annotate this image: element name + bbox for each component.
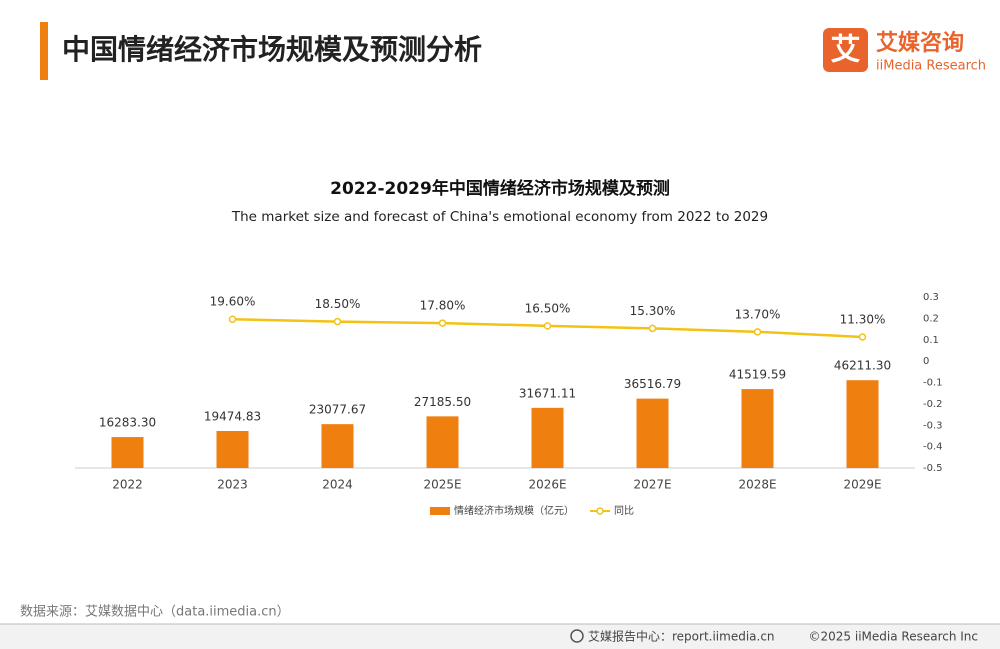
line-value-label: 13.70% — [735, 307, 781, 321]
bar — [636, 398, 669, 468]
line-value-label: 17.80% — [420, 299, 466, 313]
x-tick-label: 2028E — [738, 478, 776, 492]
line-value-label: 16.50% — [525, 301, 571, 315]
y2-tick-label: 0.3 — [923, 292, 939, 303]
bar — [846, 380, 879, 468]
y2-tick-label: -0.1 — [923, 378, 943, 389]
legend-swatch — [430, 507, 450, 515]
footer-copyright: ©2025 iiMedia Research Inc — [809, 630, 978, 644]
y2-tick-label: -0.2 — [923, 399, 943, 410]
logo-subname: iiMedia Research — [876, 59, 986, 74]
line-point — [753, 328, 762, 336]
line-value-label: 15.30% — [630, 304, 676, 318]
logo-name: 艾媒咨询 — [876, 30, 964, 56]
bar-value-label: 19474.83 — [204, 409, 261, 423]
line-point — [543, 322, 552, 330]
logo-mark: 艾 — [831, 33, 861, 68]
legend-label: 同比 — [614, 505, 634, 517]
line-point — [228, 315, 237, 323]
x-tick-label: 2023 — [217, 478, 248, 492]
x-tick-label: 2029E — [843, 478, 881, 492]
y2-tick-label: -0.3 — [923, 420, 943, 431]
title-accent — [40, 22, 48, 80]
bar — [216, 430, 249, 468]
x-tick-label: 2026E — [528, 478, 566, 492]
footer-report-center: 艾媒报告中心：report.iimedia.cn — [588, 629, 775, 644]
bar — [531, 407, 564, 468]
line-value-label: 11.30% — [840, 312, 886, 326]
y2-tick-label: -0.4 — [923, 442, 943, 453]
bar-value-label: 31671.11 — [519, 386, 576, 400]
bar-value-label: 36516.79 — [624, 377, 681, 391]
x-tick-label: 2024 — [322, 478, 353, 492]
line-point — [438, 319, 447, 327]
legend-label: 情绪经济市场规模（亿元） — [454, 504, 574, 517]
line-point — [333, 317, 342, 326]
legend-swatch-point — [596, 507, 604, 515]
bar — [741, 389, 774, 468]
line-value-label: 19.60% — [210, 295, 256, 309]
y2-tick-label: 0 — [923, 356, 929, 367]
y2-tick-label: 0.1 — [923, 335, 939, 346]
source: 数据来源：艾媒数据中心（data.iimedia.cn） — [20, 605, 290, 620]
page-title: 中国情绪经济市场规模及预测分析 — [62, 33, 482, 66]
chart-subtitle: The market size and forecast of China's … — [231, 209, 768, 225]
x-tick-label: 2027E — [633, 478, 671, 492]
bar — [426, 416, 459, 468]
line-point — [648, 324, 657, 333]
chart-title: 2022-2029年中国情绪经济市场规模及预测 — [330, 178, 670, 199]
logo-icon — [823, 28, 868, 72]
bar — [321, 424, 354, 468]
x-tick-label: 2022 — [112, 478, 143, 492]
bar — [111, 437, 144, 468]
x-tick-label: 2025E — [423, 478, 461, 492]
y2-tick-label: -0.5 — [923, 463, 943, 474]
bar-value-label: 27185.50 — [414, 395, 471, 409]
line-value-label: 18.50% — [315, 297, 361, 311]
bar-value-label: 41519.59 — [729, 368, 786, 382]
y2-tick-label: 0.2 — [923, 313, 939, 324]
bar-value-label: 46211.30 — [834, 359, 891, 373]
line-point — [858, 333, 867, 341]
bar-value-label: 16283.30 — [99, 416, 156, 430]
footer-bar — [0, 624, 1000, 649]
footer-icon — [570, 629, 584, 643]
bar-value-label: 23077.67 — [309, 403, 366, 417]
